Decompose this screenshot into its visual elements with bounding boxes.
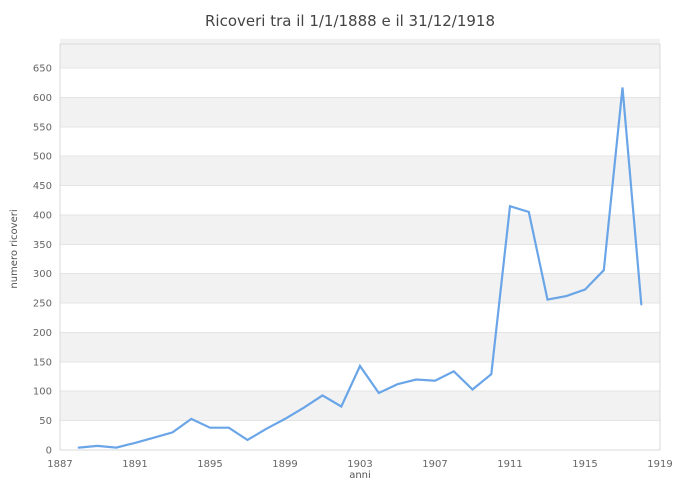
y-tick-label: 50	[39, 416, 52, 427]
x-tick-label: 1899	[272, 459, 297, 470]
x-tick-label: 1891	[122, 459, 147, 470]
plot-band	[60, 156, 660, 186]
plot-band	[60, 38, 660, 69]
plot-bands	[60, 38, 660, 421]
plot-band	[60, 332, 660, 362]
y-tick-label: 450	[33, 181, 52, 192]
plot-border	[59, 43, 661, 451]
plot-band	[60, 214, 660, 245]
x-tick-label: 1915	[572, 459, 597, 470]
y-tick-label: 550	[33, 122, 52, 133]
y-tick-label: 250	[33, 299, 52, 310]
y-tick-label: 350	[33, 240, 52, 251]
x-tick-label: 1887	[47, 459, 72, 470]
y-tick-label: 600	[33, 93, 52, 104]
plot-band	[60, 273, 660, 304]
y-tick-label: 150	[33, 357, 52, 368]
gridlines	[60, 67, 660, 422]
y-tick-label: 500	[33, 152, 52, 163]
y-tick-label: 200	[33, 328, 52, 339]
x-tick-label: 1903	[347, 459, 372, 470]
y-tick-label: 650	[33, 64, 52, 75]
plot-band	[60, 391, 660, 421]
plot-band	[60, 97, 660, 127]
y-tick-label: 400	[33, 210, 52, 221]
x-tick-label: 1907	[422, 459, 447, 470]
x-tick-label: 1895	[197, 459, 222, 470]
data-series-line	[77, 87, 643, 449]
y-tick-label: 300	[33, 269, 52, 280]
x-axis-title: anni	[349, 470, 371, 481]
y-axis-tick-labels: 0 50 100 150 200 250 300 350 400 450 500 550 600 650	[33, 64, 52, 457]
y-axis-title: numero ricoveri	[9, 209, 20, 288]
y-tick-label: 0	[46, 446, 52, 457]
chart-title: Ricoveri tra il 1/1/1888 e il 31/12/1918	[205, 12, 495, 30]
y-tick-label: 100	[33, 387, 52, 398]
x-tick-label: 1911	[497, 459, 522, 470]
x-axis-tick-labels: 1887 1891 1895 1899 1903 1907 1911 1915 1919	[47, 459, 672, 470]
x-tick-label: 1919	[647, 459, 672, 470]
